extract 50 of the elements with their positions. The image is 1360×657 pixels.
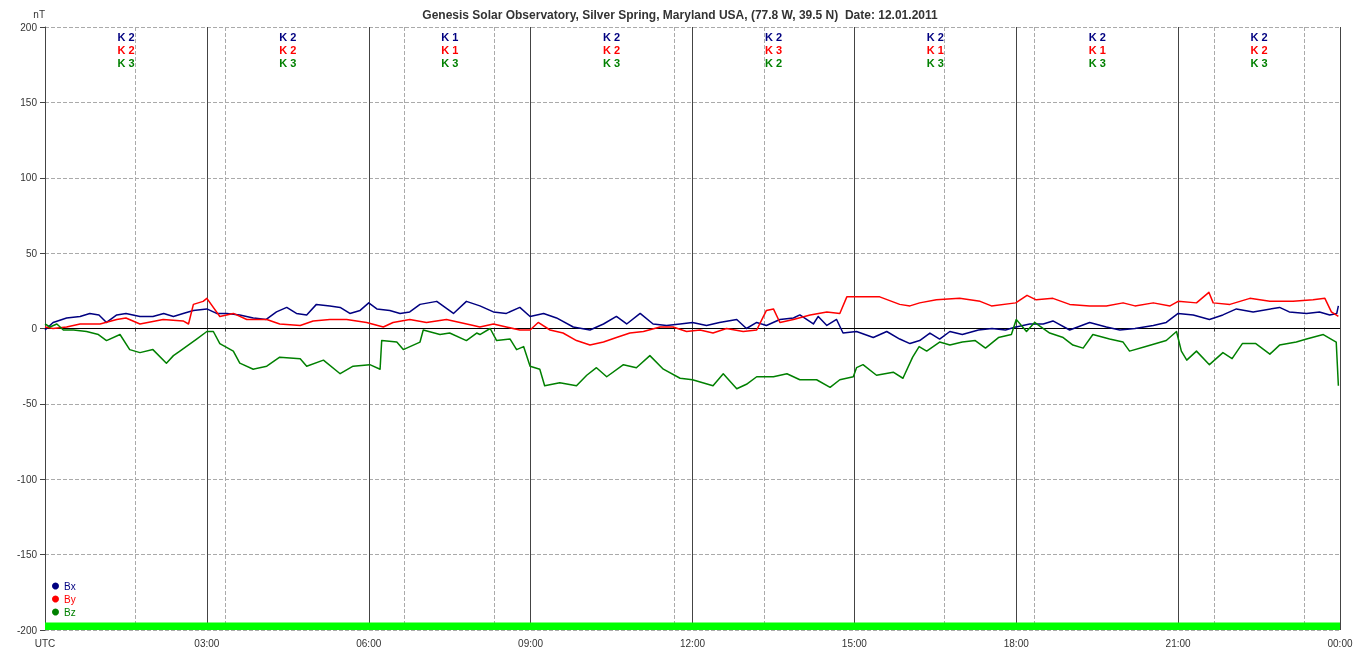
annotation: K 3	[926, 57, 944, 69]
y-tick-label: 200	[20, 21, 38, 33]
annotation: K 3	[603, 57, 621, 69]
annotation: K 1	[441, 31, 459, 43]
x-tick-label: 06:00	[356, 637, 382, 649]
annotation: K 2	[279, 44, 297, 56]
x-tick-label: 15:00	[841, 637, 868, 649]
y-tick-label: 100	[20, 172, 38, 184]
annotation: K 2	[1088, 31, 1106, 43]
y-tick-label: 50	[25, 247, 38, 259]
annotation: K 2	[117, 44, 135, 56]
annotation: K 1	[441, 44, 459, 56]
annotation: K 3	[441, 57, 459, 69]
annotation: K 3	[279, 57, 297, 69]
y-tick-label: 0	[31, 323, 38, 334]
annotation: K 1	[1088, 44, 1106, 56]
x-tick-label: UTC	[34, 637, 56, 649]
y-tick-label: -200	[16, 624, 38, 636]
annotation: K 2	[603, 31, 621, 43]
annotation: K 3	[117, 57, 135, 69]
y-tick-label: -50	[22, 398, 38, 410]
annotation: K 2	[764, 57, 782, 69]
annotation: K 2	[603, 44, 621, 56]
x-tick-label: 00:00	[1327, 637, 1353, 649]
y-tick-label: 150	[20, 96, 38, 108]
legend-label: Bx	[64, 580, 76, 592]
annotation: K 3	[1250, 57, 1268, 69]
line-series	[44, 291, 1340, 346]
annotation: K 2	[926, 31, 944, 43]
line-series	[44, 300, 1340, 345]
annotation: K 3	[764, 44, 782, 56]
legend-label: By	[64, 593, 76, 605]
annotation: K 2	[1250, 44, 1268, 56]
y-tick-label: -150	[16, 549, 38, 561]
annotation: K 2	[1250, 31, 1268, 43]
x-tick-label: 09:00	[518, 637, 544, 649]
annotation: K 2	[764, 31, 782, 43]
annotation: K 3	[1088, 57, 1106, 69]
line-series	[44, 318, 1340, 390]
annotation: K 2	[279, 31, 297, 43]
x-tick-label: 18:00	[1003, 637, 1030, 649]
legend-label: Bz	[64, 606, 76, 618]
x-tick-label: 03:00	[194, 637, 220, 649]
y-axis-title: nT	[33, 8, 45, 20]
y-tick-label: -100	[16, 473, 38, 485]
x-tick-label: 12:00	[679, 637, 706, 649]
annotation: K 1	[926, 44, 944, 56]
annotation: K 2	[117, 31, 135, 43]
chart-title: Genesis Solar Observatory, Silver Spring, Maryland USA, (77.8 W, 39.5 N) Date: 12.01.2011	[422, 8, 938, 22]
x-tick-label: 21:00	[1165, 637, 1192, 649]
